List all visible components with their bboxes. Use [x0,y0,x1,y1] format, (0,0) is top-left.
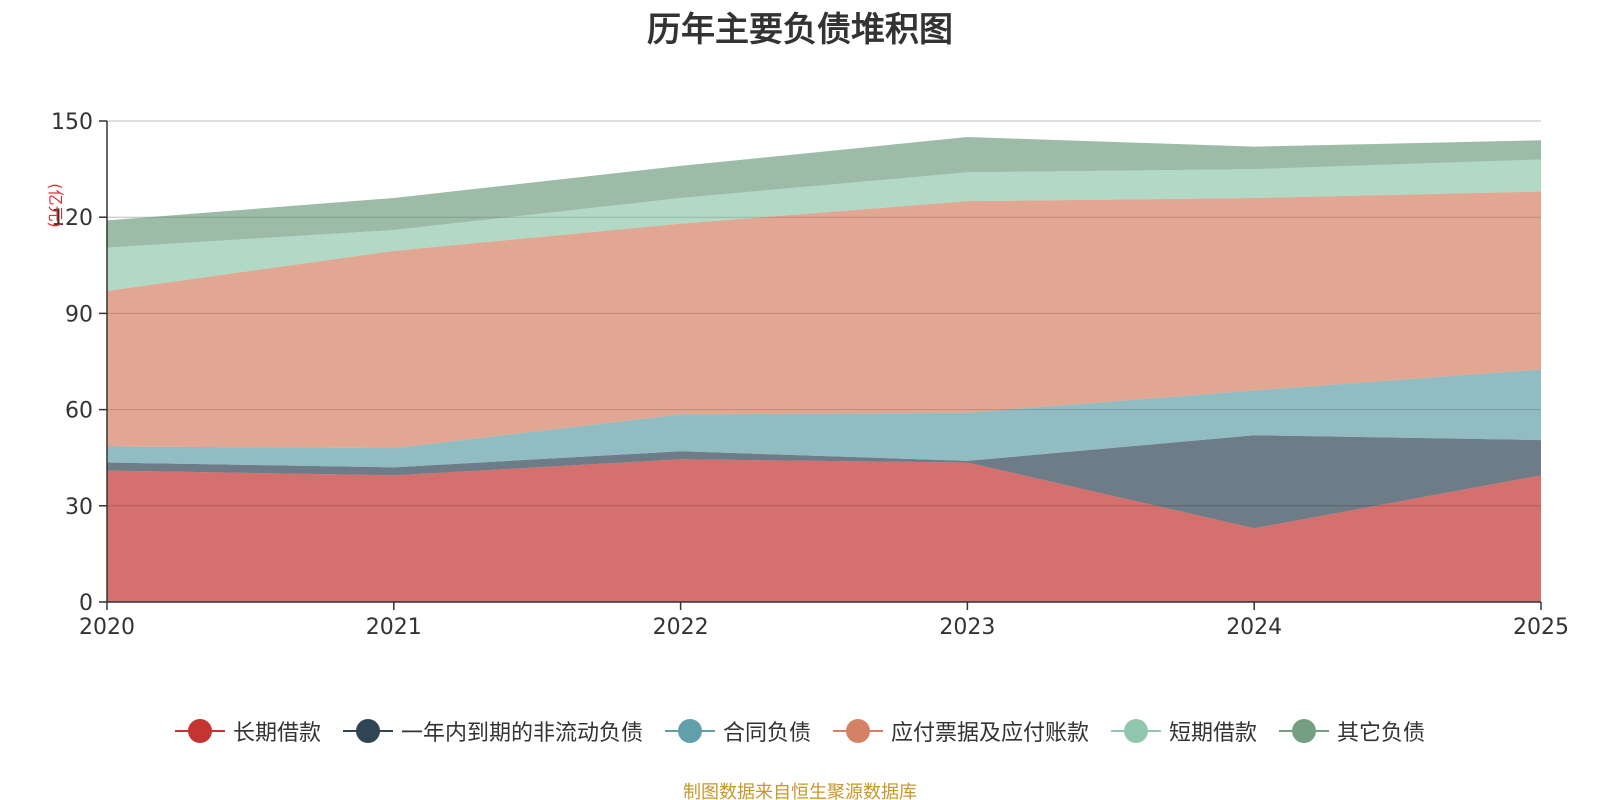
legend-swatch-icon [1279,719,1330,743]
area-series-3 [107,191,1541,449]
y-tick-label-30: 30 [65,495,93,520]
x-tick-label-2022: 2022 [653,615,709,640]
legend-item-3[interactable]: 应付票据及应付账款 [833,715,1089,747]
legend-label: 其它负债 [1337,721,1426,746]
y-tick-label-60: 60 [65,399,93,424]
y-tick-label-150: 150 [51,110,93,135]
legend-item-5[interactable]: 其它负债 [1279,715,1425,747]
legend-label: 长期借款 [232,721,321,746]
y-tick-label-0: 0 [79,591,93,616]
legend-swatch-icon [174,719,225,743]
area-series-1 [107,435,1541,529]
chart-legend: 长期借款 一年内到期的非流动负债 合同负债 应付票据及应付账款 短期借款 其它负债 [0,715,1600,747]
area-series-2 [107,369,1541,468]
y-axis-unit-label: (亿元) [46,183,65,228]
legend-item-2[interactable]: 合同负债 [664,715,811,747]
legend-swatch-icon [342,719,393,743]
x-tick-label-2025: 2025 [1513,615,1569,640]
legend-label: 短期借款 [1169,721,1258,746]
area-series-0 [107,459,1541,602]
x-tick-label-2021: 2021 [366,615,422,640]
y-tick-label-120: 120 [51,206,93,231]
legend-label: 应付票据及应付账款 [891,721,1090,746]
y-tick-label-90: 90 [65,302,93,327]
legend-item-0[interactable]: 长期借款 [174,715,321,747]
x-tick-label-2024: 2024 [1226,615,1282,640]
legend-swatch-icon [833,719,883,743]
chart-title: 历年主要负债堆积图 [647,10,953,50]
area-series-4 [107,159,1541,291]
legend-label: 一年内到期的非流动负债 [400,721,643,746]
data-source-note: 制图数据来自恒生聚源数据库 [683,782,917,800]
area-series-5 [107,137,1541,248]
legend-item-4[interactable]: 短期借款 [1111,715,1257,747]
legend-swatch-icon [664,719,715,743]
legend-item-1[interactable]: 一年内到期的非流动负债 [342,715,643,747]
x-tick-label-2020: 2020 [79,615,135,640]
legend-swatch-icon [1111,719,1162,743]
legend-label: 合同负债 [722,721,811,746]
x-tick-label-2023: 2023 [939,615,995,640]
